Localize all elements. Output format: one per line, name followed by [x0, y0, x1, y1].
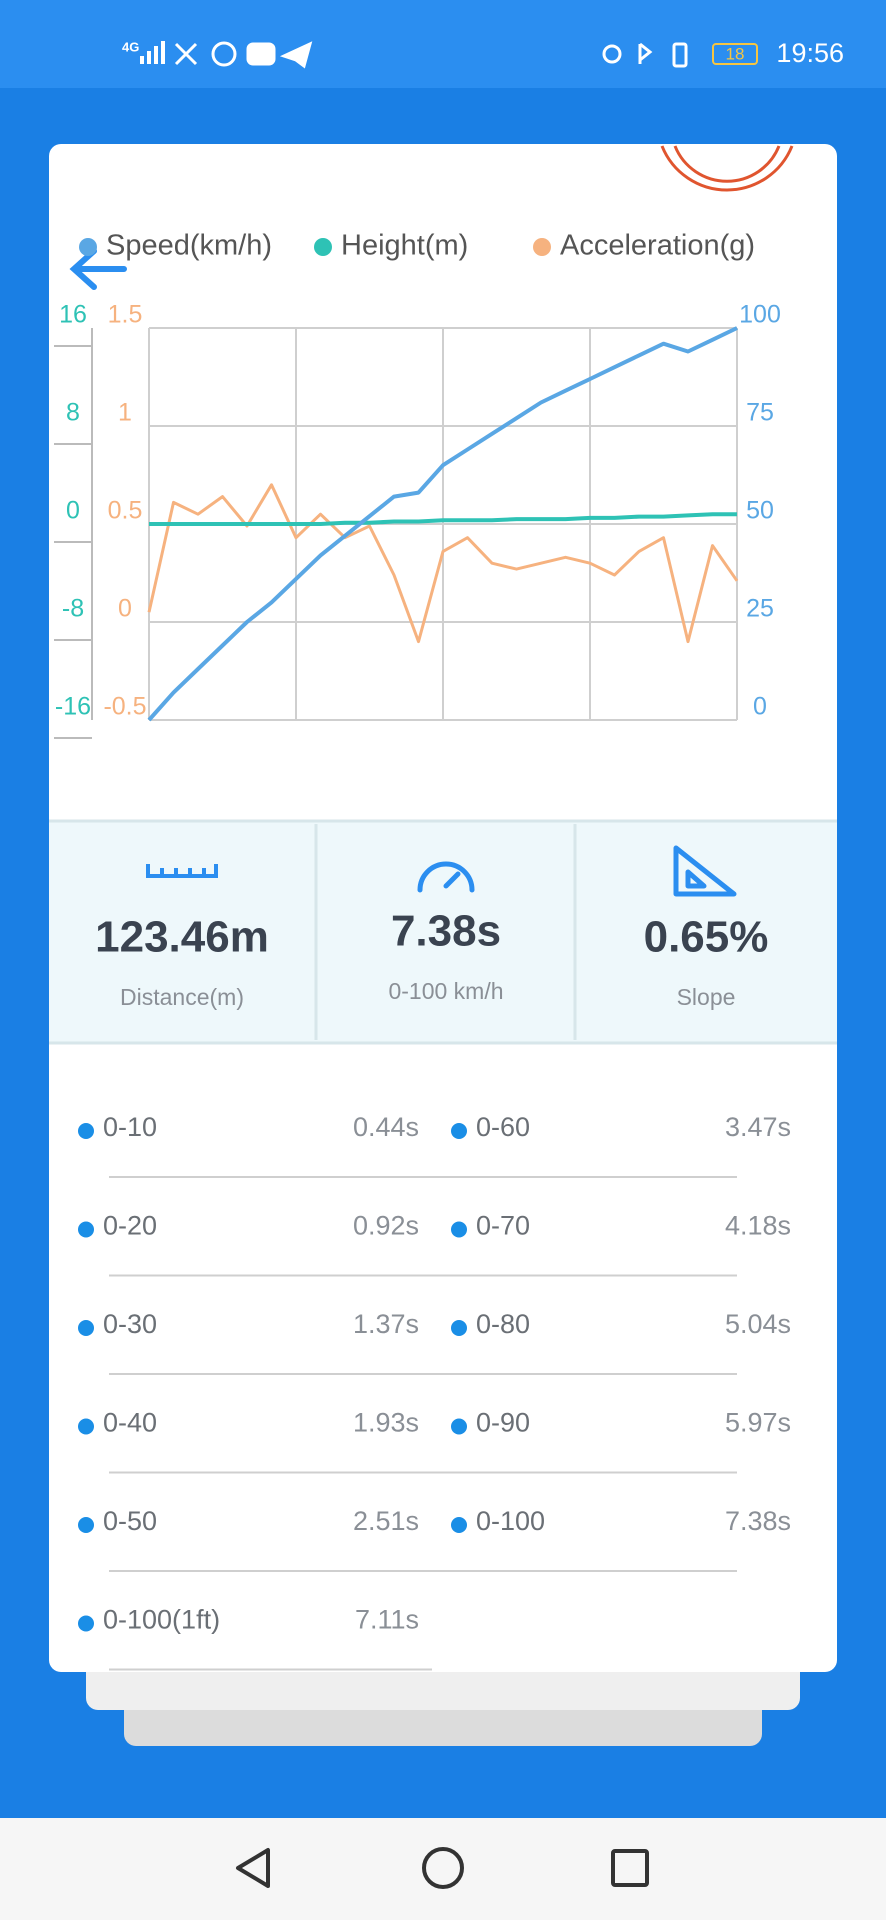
- split-time: 5.97s: [725, 1408, 791, 1438]
- split-bullet: [78, 1123, 94, 1139]
- nav-back[interactable]: [236, 1848, 270, 1888]
- split-time: 7.38s: [725, 1506, 791, 1536]
- y2-tick-label: 25: [746, 595, 774, 623]
- split-time: 1.37s: [353, 1309, 419, 1339]
- y2-tick-label: 100: [739, 301, 781, 329]
- stat-label: Slope: [677, 984, 736, 1010]
- series-line: [147, 326, 738, 722]
- split-bullet: [78, 1221, 94, 1238]
- legend-marker: [533, 238, 551, 256]
- y3-tick-label: -0.5: [103, 693, 146, 721]
- y2-tick-label: 0: [753, 693, 767, 721]
- split-bullet: [78, 1320, 94, 1336]
- y3-tick-label: 1: [118, 399, 132, 427]
- split-bullet: [451, 1418, 467, 1435]
- y3-tick-label: 0.5: [108, 497, 143, 525]
- stat-value: 123.46m: [95, 913, 269, 962]
- split-label: 0-20: [103, 1211, 157, 1241]
- split-bullet: [78, 1418, 94, 1435]
- y-tick-label: 0: [66, 497, 80, 525]
- clock: 19:56: [776, 38, 844, 68]
- nav-recents[interactable]: [611, 1849, 649, 1887]
- y2-tick-label: 75: [746, 399, 774, 427]
- y-tick-label: 8: [66, 399, 80, 427]
- y3-tick-label: 0: [118, 595, 132, 623]
- legend-marker: [314, 238, 332, 256]
- split-time: 7.11s: [355, 1605, 419, 1635]
- battery-level: 18: [726, 44, 745, 63]
- split-label: 0-60: [476, 1112, 530, 1142]
- back-button[interactable]: [69, 248, 127, 290]
- split-bullet: [451, 1123, 467, 1139]
- split-time: 0.92s: [353, 1211, 419, 1241]
- legend-label: Acceleration(g): [560, 230, 755, 262]
- stat-label: 0-100 km/h: [388, 978, 503, 1004]
- stamp: [660, 145, 794, 192]
- split-bullet: [451, 1221, 467, 1238]
- split-label: 0-70: [476, 1211, 530, 1241]
- ruler-icon: [146, 864, 218, 878]
- split-time: 0.44s: [353, 1112, 419, 1142]
- speedometer-icon: [417, 861, 475, 893]
- y-tick-label: 16: [59, 301, 87, 329]
- split-label: 0-90: [476, 1408, 530, 1438]
- split-time: 3.47s: [725, 1112, 791, 1142]
- network-label: 4G: [122, 39, 139, 54]
- status-icons: [174, 41, 688, 69]
- split-label: 0-40: [103, 1408, 157, 1438]
- split-bullet: [78, 1517, 94, 1533]
- y3-tick-label: 1.5: [108, 301, 143, 329]
- legend-label: Speed(km/h): [106, 230, 272, 262]
- stat-value: 7.38s: [391, 907, 501, 956]
- battery-icon: [712, 43, 758, 65]
- y-tick-label: -8: [62, 595, 84, 623]
- legend-label: Height(m): [341, 230, 468, 262]
- split-label: 0-100: [476, 1506, 545, 1536]
- legend-marker: [79, 238, 97, 256]
- stat-value: 0.65%: [644, 913, 769, 962]
- split-time: 2.51s: [353, 1506, 419, 1536]
- stats-panel: [49, 820, 837, 1044]
- split-label: 0-80: [476, 1309, 530, 1339]
- split-time: 5.04s: [725, 1309, 791, 1339]
- slope-icon: [673, 845, 737, 897]
- y-tick-label: -16: [55, 693, 91, 721]
- split-label: 0-30: [103, 1309, 157, 1339]
- split-label: 0-10: [103, 1112, 157, 1142]
- split-label: 0-50: [103, 1506, 157, 1536]
- split-bullet: [451, 1517, 467, 1533]
- nav-home[interactable]: [422, 1847, 464, 1889]
- split-bullet: [451, 1320, 467, 1336]
- y2-tick-label: 50: [746, 497, 774, 525]
- stat-label: Distance(m): [120, 984, 244, 1010]
- signal-icon: [140, 41, 165, 64]
- split-time: 1.93s: [353, 1408, 419, 1438]
- split-bullet: [78, 1615, 94, 1632]
- nav-bar: [0, 1818, 886, 1920]
- series-line: [149, 512, 737, 526]
- split-time: 4.18s: [725, 1211, 791, 1241]
- split-label: 0-100(1ft): [103, 1605, 220, 1635]
